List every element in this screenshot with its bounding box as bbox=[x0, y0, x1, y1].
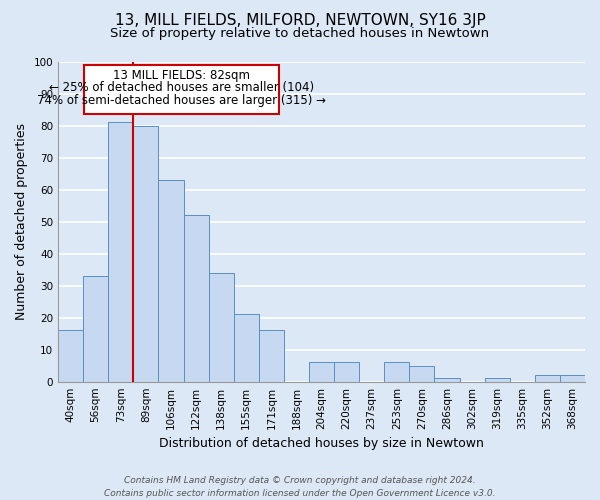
Bar bbox=[334, 362, 359, 382]
Y-axis label: Number of detached properties: Number of detached properties bbox=[15, 123, 28, 320]
Bar bbox=[434, 378, 460, 382]
Bar bbox=[133, 126, 158, 382]
Bar bbox=[259, 330, 284, 382]
Bar bbox=[58, 330, 83, 382]
Bar bbox=[384, 362, 409, 382]
Bar bbox=[158, 180, 184, 382]
Bar bbox=[83, 276, 108, 382]
Bar bbox=[409, 366, 434, 382]
Bar bbox=[485, 378, 510, 382]
Text: Size of property relative to detached houses in Newtown: Size of property relative to detached ho… bbox=[110, 28, 490, 40]
Bar bbox=[233, 314, 259, 382]
Bar bbox=[209, 273, 233, 382]
Text: Contains HM Land Registry data © Crown copyright and database right 2024.
Contai: Contains HM Land Registry data © Crown c… bbox=[104, 476, 496, 498]
Text: 74% of semi-detached houses are larger (315) →: 74% of semi-detached houses are larger (… bbox=[37, 94, 326, 106]
Text: 13 MILL FIELDS: 82sqm: 13 MILL FIELDS: 82sqm bbox=[113, 68, 250, 82]
Bar bbox=[560, 376, 585, 382]
Text: ← 25% of detached houses are smaller (104): ← 25% of detached houses are smaller (10… bbox=[49, 82, 314, 94]
Bar bbox=[83, 64, 280, 114]
Text: 13, MILL FIELDS, MILFORD, NEWTOWN, SY16 3JP: 13, MILL FIELDS, MILFORD, NEWTOWN, SY16 … bbox=[115, 12, 485, 28]
Bar bbox=[108, 122, 133, 382]
Bar bbox=[535, 376, 560, 382]
Bar bbox=[184, 215, 209, 382]
Bar bbox=[309, 362, 334, 382]
X-axis label: Distribution of detached houses by size in Newtown: Distribution of detached houses by size … bbox=[159, 437, 484, 450]
